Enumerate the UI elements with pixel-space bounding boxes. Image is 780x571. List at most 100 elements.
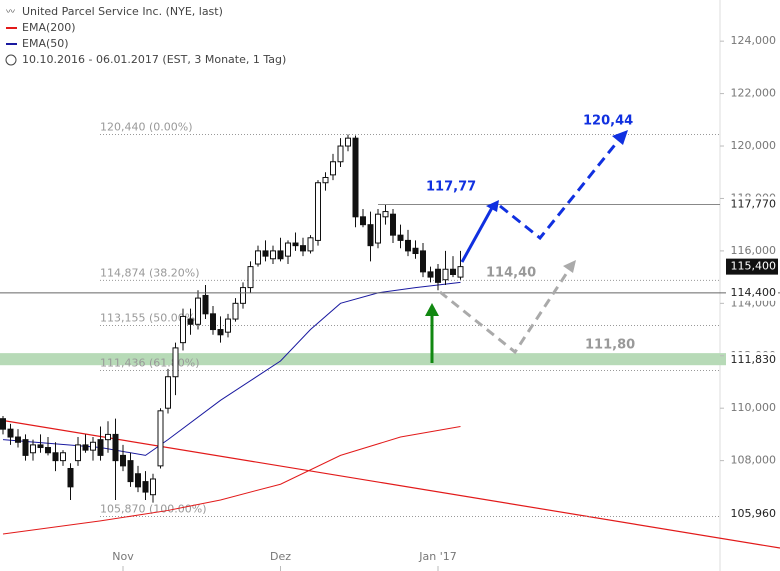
candle-body	[367, 224, 374, 247]
legend-label: EMA(50)	[22, 37, 69, 50]
y-tick-label: 120,000	[731, 139, 777, 152]
candle-body	[217, 329, 224, 336]
y-tick-label: 124,000	[731, 34, 777, 47]
subtitle: 10.10.2016 - 06.01.2017 (EST, 3 Monate, …	[22, 53, 286, 66]
candle-body	[262, 250, 269, 257]
candle-body	[97, 439, 104, 456]
price-label: 117,770	[731, 197, 777, 210]
candle-body	[322, 176, 329, 184]
price-label: 111,830	[731, 353, 777, 366]
candle-body	[360, 216, 366, 226]
arrow-head	[425, 303, 439, 316]
candle-body	[232, 302, 239, 320]
price-box	[726, 284, 778, 301]
plot-layer	[0, 134, 780, 535]
y-tick-label: 122,000	[731, 87, 777, 100]
candle-body	[127, 460, 134, 483]
candle-body	[307, 237, 314, 252]
arrow-head	[612, 130, 628, 145]
over-layer: 120,44 117,77 114,40 111,80 〰 United Par…	[0, 0, 778, 523]
candle-body	[75, 444, 81, 462]
trend-line	[0, 419, 780, 549]
annotation: 117,77	[426, 180, 476, 195]
candle-body	[240, 287, 246, 304]
price-box	[726, 258, 778, 275]
candle-body	[135, 473, 141, 488]
price-label: 115,400	[731, 260, 777, 273]
price-label: 114,400	[731, 286, 777, 299]
candle-body	[427, 271, 434, 278]
x-tick-label: Jan '17	[418, 550, 456, 563]
candle-body	[375, 213, 381, 244]
chart-title: United Parcel Service Inc. (NYE, last)	[22, 5, 223, 18]
candle-body	[120, 454, 126, 467]
x-tick-label: Dez	[270, 550, 291, 563]
price-box	[726, 196, 778, 213]
candle-body	[382, 211, 389, 218]
arrow	[439, 267, 572, 355]
candle-body	[330, 161, 336, 176]
candle-body	[277, 250, 284, 260]
candle-body	[397, 234, 404, 241]
legend-background	[0, 0, 330, 70]
candle-body	[67, 467, 74, 488]
candle-body	[90, 441, 96, 451]
candle-body	[157, 410, 164, 467]
candle-body	[412, 247, 419, 255]
arrow-head	[563, 260, 576, 273]
candle-body	[180, 315, 186, 344]
candle-body	[210, 313, 216, 331]
candle-body	[315, 182, 321, 241]
annotation: 120,44	[583, 114, 633, 129]
legend-icon: 〰	[6, 8, 15, 18]
candle-body	[187, 318, 194, 325]
x-tick-label: Nov	[112, 550, 134, 563]
price-box	[726, 506, 778, 523]
fib-label: 113,155 (50.00%)	[100, 311, 200, 324]
ema-line	[2, 426, 461, 535]
candle-body	[442, 268, 449, 281]
candle-body	[195, 297, 201, 325]
candle-body	[142, 481, 149, 493]
fib-label: 114,874 (38.20%)	[100, 266, 200, 279]
annotation: 114,40	[486, 266, 536, 281]
candle-body	[150, 478, 156, 496]
candle-body	[352, 137, 359, 218]
candle-body	[337, 145, 344, 163]
candle-body	[15, 436, 21, 443]
candle-body	[30, 444, 36, 454]
arrow	[460, 205, 495, 263]
legend-label: EMA(200)	[22, 21, 76, 34]
candle-body	[457, 266, 464, 278]
ema-line	[2, 281, 461, 456]
annotation: 111,80	[585, 338, 635, 353]
candle-body	[45, 447, 51, 454]
candle-body	[405, 239, 411, 252]
candle-body	[112, 433, 119, 462]
candle-body	[255, 250, 261, 265]
candle-body	[172, 347, 179, 378]
clock-icon	[5, 54, 17, 66]
y-tick-label: 110,000	[731, 401, 777, 414]
y-tick-label: 116,000	[731, 244, 777, 257]
y-tick-label: 108,000	[731, 454, 777, 467]
candle-body	[285, 242, 291, 257]
arrow	[499, 135, 624, 241]
candle-body	[345, 137, 351, 147]
candle-body	[37, 444, 44, 449]
candle-body	[0, 418, 6, 430]
fib-label: 120,440 (0.00%)	[100, 120, 193, 133]
fib-label: 111,436 (61.80%)	[100, 357, 200, 370]
price-label: 105,960	[731, 507, 777, 520]
candle-body	[270, 250, 276, 260]
candle-body	[202, 294, 209, 315]
candle-body	[450, 268, 456, 275]
fib-label: 105,870 (100.00%)	[100, 502, 207, 515]
support-zone	[0, 353, 750, 366]
candle-body	[52, 452, 59, 462]
candle-body	[247, 266, 254, 289]
candle-body	[60, 452, 66, 462]
candle-body	[292, 242, 299, 247]
arrow-head	[486, 200, 499, 212]
